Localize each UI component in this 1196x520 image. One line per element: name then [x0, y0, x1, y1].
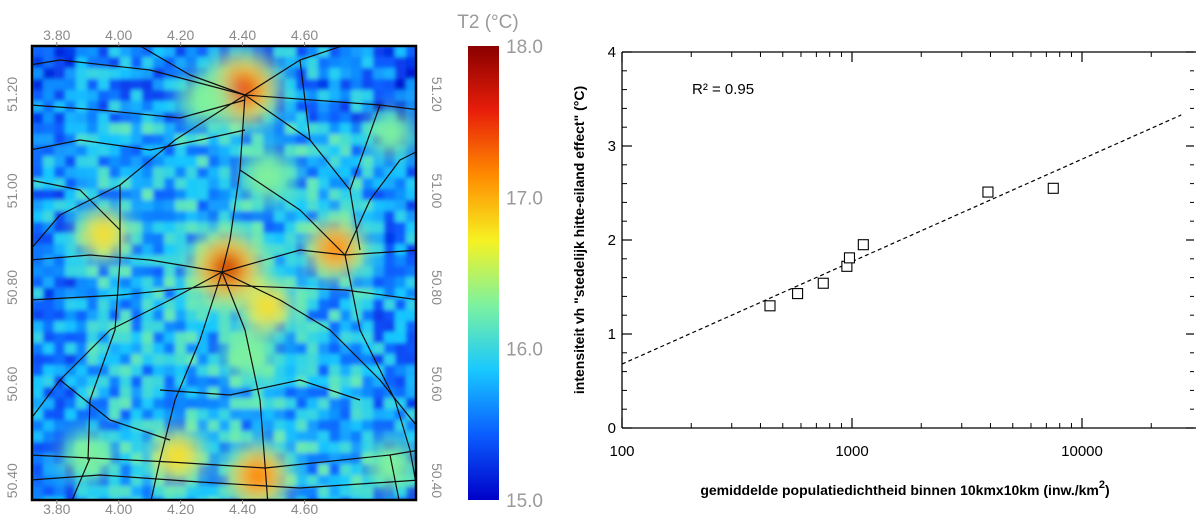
- road-line-10: [221, 271, 269, 500]
- map-bottom-tick-label: 4.00: [105, 501, 132, 515]
- road-line-21: [32, 179, 121, 231]
- road-line-20: [239, 169, 346, 256]
- map-top-tick-label: 4.60: [291, 27, 318, 43]
- heat-hotspot-6: [83, 214, 124, 255]
- map-bottom-tick-label: 3.80: [43, 501, 70, 515]
- y-tick-label: 0: [608, 420, 616, 437]
- road-line-15: [32, 474, 416, 489]
- map-right-tick-label: 50.60: [429, 367, 445, 402]
- road-line-3: [244, 94, 361, 251]
- colorbar-tick-label: 17.0: [506, 188, 543, 209]
- road-line-14: [32, 450, 416, 469]
- map-bottom-tick-label: 4.40: [229, 501, 256, 515]
- x-axis-title-main: gemiddelde populatiedichtheid binnen 10k…: [700, 482, 1099, 498]
- map-top-tick-label: 4.20: [167, 27, 194, 43]
- map-top-tick-label: 4.40: [229, 27, 256, 43]
- heat-hotspot-5: [247, 286, 288, 327]
- map-left-tick-label: 50.80: [4, 270, 20, 305]
- road-line-18: [87, 185, 121, 461]
- colorbar-tick-label: 18.0: [506, 37, 543, 58]
- map-right-tick-label: 51.20: [429, 77, 445, 112]
- road-line-19: [71, 457, 91, 500]
- y-tick-label: 4: [608, 44, 616, 61]
- y-axis-title: intensiteit vh "stedelijk hitte-eiland e…: [571, 86, 587, 394]
- x-axis-title-superscript: 2: [1099, 479, 1105, 491]
- road-line-23: [59, 379, 171, 441]
- x-tick-label: 100: [609, 443, 634, 460]
- map-left-tick-label: 51.00: [4, 173, 20, 208]
- map-bottom-tick-label: 4.60: [291, 501, 318, 515]
- map-left-tick-label: 51.20: [4, 77, 20, 112]
- road-line-24: [299, 59, 311, 141]
- heat-hotspot-0: [227, 74, 258, 105]
- y-tick-label: 3: [608, 138, 616, 155]
- road-line-27: [389, 454, 400, 500]
- x-tick-label: 1000: [835, 443, 868, 460]
- x-axis-title: gemiddelde populatiedichtheid binnen 10k…: [700, 479, 1109, 498]
- scatter-chart: 0 1 2 3 4 100 1000 10000 R² = 0.95 intensiteit vh…: [571, 44, 1196, 498]
- temperature-map: 3.80 4.00 4.20 4.40 4.60 3.80 4.00 4.20 4.40 4.60…: [4, 12, 543, 517]
- x-axis-title-close: ): [1105, 482, 1110, 498]
- scatter-point-4: [843, 252, 856, 264]
- map-left-tick-label: 50.40: [4, 463, 20, 498]
- road-line-16: [344, 151, 416, 256]
- road-line-8: [221, 249, 416, 273]
- temperature-map-panel: 3.80 4.00 4.20 4.40 4.60 3.80 4.00 4.20 4.40 4.60…: [0, 0, 560, 517]
- road-line-17: [344, 254, 416, 487]
- heat-hotspot-10: [224, 330, 274, 380]
- heat-hotspot-3: [318, 231, 353, 267]
- heat-hotspot-4: [156, 435, 199, 478]
- map-right-tick-label: 50.40: [429, 463, 445, 498]
- road-line-6: [32, 99, 246, 119]
- heat-hotspot-12: [368, 110, 414, 156]
- y-tick-label: 1: [608, 326, 616, 343]
- road-line-9: [150, 271, 223, 500]
- road-line-11: [32, 271, 223, 419]
- heat-hotspot-2: [239, 457, 277, 495]
- colorbar-gradient: [468, 46, 499, 500]
- chart-axes: [621, 51, 1196, 429]
- map-bottom-tick-label: 4.20: [167, 501, 194, 515]
- map-left-tick-label: 50.60: [4, 366, 20, 401]
- scatter-chart-panel: 0 1 2 3 4 100 1000 10000 R² = 0.95 intensiteit vh…: [560, 0, 1196, 515]
- r-squared-annotation: R² = 0.95: [692, 81, 754, 98]
- scatter-point-5: [857, 239, 869, 251]
- map-right-tick-label: 51.00: [429, 173, 445, 208]
- colorbar-tick-label: 16.0: [506, 340, 543, 361]
- x-tick-label: 10000: [1061, 443, 1103, 460]
- heat-hotspot-9: [366, 441, 416, 491]
- scatter-point-2: [817, 277, 829, 289]
- road-line-13: [32, 284, 416, 301]
- colorbar-tick-label: 15.0: [506, 491, 543, 512]
- road-line-22: [159, 379, 361, 401]
- scatter-point-0: [764, 300, 776, 312]
- map-top-tick-label: 3.80: [43, 27, 70, 43]
- regression-fit-line: [621, 114, 1182, 365]
- scatter-point-1: [792, 288, 804, 300]
- y-tick-label: 2: [608, 232, 616, 249]
- map-top-tick-label: 4.00: [105, 27, 132, 43]
- map-frame: [30, 44, 418, 502]
- map-right-tick-label: 50.80: [429, 270, 445, 305]
- road-line-25: [349, 104, 381, 191]
- road-line-1: [221, 94, 246, 273]
- road-line-26: [32, 129, 246, 151]
- road-line-4: [32, 59, 246, 96]
- colorbar-title: T2 (°C): [457, 12, 518, 33]
- scatter-point-6: [982, 186, 994, 198]
- heat-hotspot-7: [241, 150, 294, 203]
- scatter-point-7: [1047, 182, 1059, 194]
